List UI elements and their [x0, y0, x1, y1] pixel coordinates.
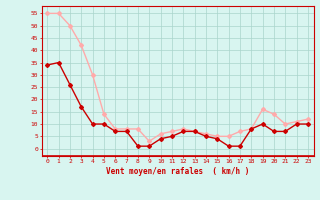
X-axis label: Vent moyen/en rafales  ( km/h ): Vent moyen/en rafales ( km/h )	[106, 167, 249, 176]
